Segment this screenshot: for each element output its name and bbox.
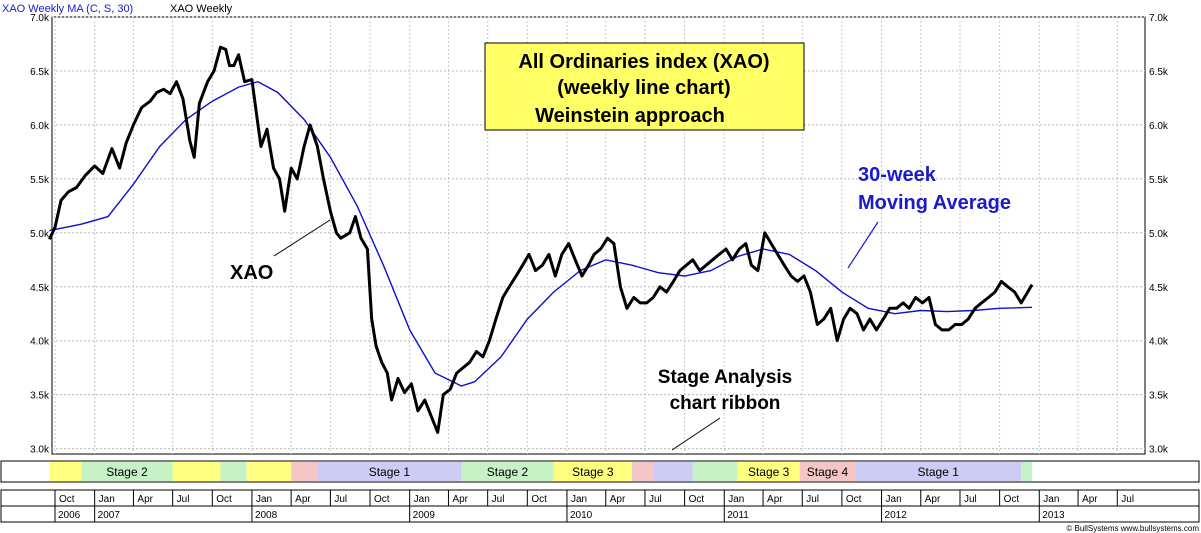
month-tick-label: Jul	[177, 494, 190, 505]
ribbon-segment	[855, 462, 1022, 481]
month-tick-label: Jan	[1043, 494, 1059, 505]
year-tick-label: 2013	[1042, 510, 1065, 521]
legend-series-label: XAO Weekly	[170, 3, 233, 15]
month-tick-label: Oct	[216, 494, 232, 505]
y-tick-label-left: 6.0k	[30, 121, 50, 132]
chart-subtitle-2: Weinstein approach	[535, 105, 725, 127]
ribbon-segment	[81, 462, 173, 481]
title-box	[484, 42, 805, 131]
y-tick-label-left: 3.0k	[30, 445, 50, 456]
ribbon-annotation-line1: Stage Analysis	[658, 367, 792, 388]
month-tick-label: Oct	[1004, 494, 1020, 505]
year-tick-label: 2010	[570, 510, 593, 521]
month-tick-label: Jul	[492, 494, 505, 505]
month-tick-label: Apr	[295, 494, 311, 505]
year-tick-label: 2012	[885, 510, 908, 521]
ma-annotation-line2: Moving Average	[858, 192, 1011, 214]
ribbon-segment	[1021, 462, 1032, 481]
ma-pointer-line	[847, 221, 879, 269]
ribbon-segment	[220, 462, 247, 481]
ribbon-pointer-line	[671, 417, 721, 451]
ribbon-segment	[246, 462, 292, 481]
y-tick-label-left: 4.0k	[30, 337, 50, 348]
month-tick-label: Oct	[689, 494, 705, 505]
ribbon-segment	[632, 462, 654, 481]
stage-ribbon: Stage 2 Stage 1 Stage 2 Stage 3 Stage 3 Stage…	[49, 462, 1032, 481]
month-tick-label: Jan	[256, 494, 272, 505]
y-tick-label-right: 7.0k	[1149, 13, 1169, 24]
y-tick-label-left: 7.0k	[30, 13, 50, 24]
y-tick-label-right: 3.5k	[1149, 391, 1169, 402]
copyright-text: © BullSystems www.bullsystems.com	[1066, 524, 1199, 533]
y-tick-label-right: 6.5k	[1149, 67, 1169, 78]
month-tick-label: Jul	[806, 494, 819, 505]
month-tick-label: Oct	[531, 494, 547, 505]
ribbon-segment-label: Stage 2	[106, 465, 148, 479]
ribbon-segment-label: Stage 1	[369, 465, 411, 479]
month-tick-label: Jan	[99, 494, 115, 505]
ribbon-segment	[291, 462, 318, 481]
month-tick-label: Jul	[649, 494, 662, 505]
month-tick-label: Apr	[610, 494, 626, 505]
y-tick-label-right: 3.0k	[1149, 445, 1169, 456]
month-tick-label: Apr	[452, 494, 468, 505]
month-tick-label: Oct	[846, 494, 862, 505]
legend-ma-label: XAO Weekly MA (C, S, 30)	[2, 3, 133, 15]
year-tick-label: 2006	[58, 510, 81, 521]
y-tick-label-left: 5.5k	[30, 175, 50, 186]
month-tick-label: Jul	[964, 494, 977, 505]
ribbon-segment	[461, 462, 554, 481]
month-tick-label: Jul	[1121, 494, 1134, 505]
ribbon-segment-label: Stage 3	[572, 465, 614, 479]
xao-pointer-line	[273, 219, 331, 257]
month-tick-label: Jan	[886, 494, 902, 505]
y-tick-label-left: 6.5k	[30, 67, 50, 78]
ribbon-segment	[553, 462, 633, 481]
y-tick-label-left: 5.0k	[30, 229, 50, 240]
series-xao-line	[48, 45, 1034, 434]
y-axis-left: 3.0k 3.5k 4.0k 4.5k 5.0k 5.5k 6.0k 6.5k 7.0k	[30, 13, 50, 456]
year-tick-label: 2008	[255, 510, 278, 521]
y-tick-label-right: 5.5k	[1149, 175, 1169, 186]
ribbon-segment	[737, 462, 800, 481]
month-tick-label: Jan	[414, 494, 430, 505]
ribbon-segment	[692, 462, 738, 481]
ribbon-segment-label: Stage 4	[807, 465, 849, 479]
ma-annotation-line1: 30-week	[858, 164, 937, 186]
xao-annotation: XAO	[230, 262, 273, 284]
month-tick-label: Oct	[59, 494, 75, 505]
month-tick-label: Jul	[334, 494, 347, 505]
ribbon-segment	[172, 462, 221, 481]
y-axis-right: 3.0k 3.5k 4.0k 4.5k 5.0k 5.5k 6.0k 6.5k 7.0k	[1149, 13, 1169, 456]
x-axis: Oct Jan Apr Jul Oct Jan Apr Jul Oct Jan Apr Jul Oct J…	[54, 490, 1134, 522]
chart-subtitle: (weekly line chart)	[557, 77, 730, 99]
y-tick-label-right: 4.5k	[1149, 283, 1169, 294]
year-tick-label: 2011	[727, 510, 749, 521]
ribbon-segment	[49, 462, 82, 481]
year-tick-label: 2007	[98, 510, 121, 521]
month-tick-label: Apr	[137, 494, 153, 505]
month-tick-label: Oct	[374, 494, 390, 505]
y-tick-label-right: 6.0k	[1149, 121, 1169, 132]
y-tick-label-right: 5.0k	[1149, 229, 1169, 240]
ribbon-segment	[653, 462, 693, 481]
chart-title: All Ordinaries index (XAO)	[518, 51, 769, 73]
ribbon-segment-label: Stage 2	[487, 465, 529, 479]
y-tick-label-right: 4.0k	[1149, 337, 1169, 348]
month-tick-label: Apr	[767, 494, 783, 505]
month-tick-label: Jan	[728, 494, 744, 505]
ribbon-annotation-line2: chart ribbon	[670, 393, 781, 414]
y-tick-label-left: 3.5k	[30, 391, 50, 402]
month-tick-label: Jan	[571, 494, 587, 505]
month-tick-label: Apr	[925, 494, 941, 505]
ribbon-segment	[317, 462, 462, 481]
y-tick-label-left: 4.5k	[30, 283, 50, 294]
month-tick-label: Apr	[1082, 494, 1098, 505]
ribbon-segment-label: Stage 3	[748, 465, 790, 479]
year-tick-label: 2009	[413, 510, 436, 521]
ribbon-segment	[799, 462, 856, 481]
ribbon-segment-label: Stage 1	[918, 465, 960, 479]
series-moving-average-line	[49, 80, 1033, 387]
